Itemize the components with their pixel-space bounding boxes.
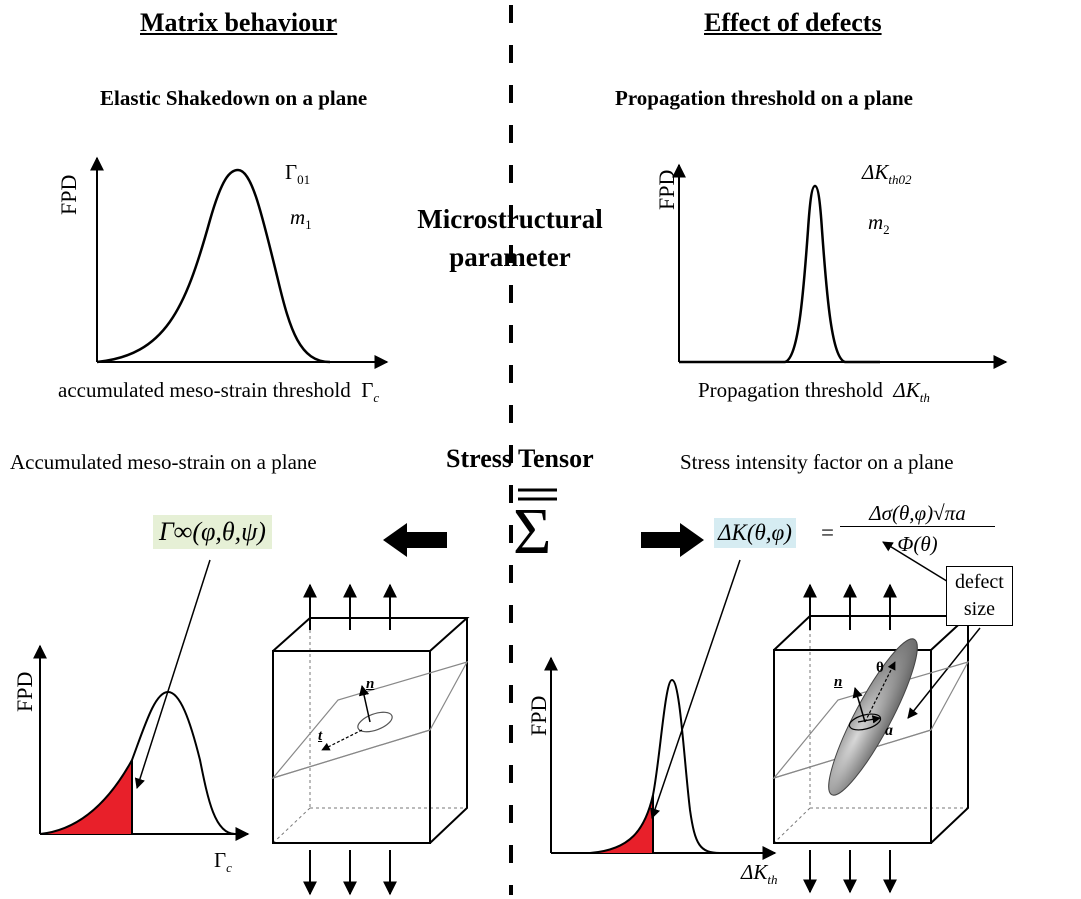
- stress-tensor-label: Stress Tensor: [446, 444, 594, 473]
- bottom-left-xlabel: Γc: [214, 848, 232, 876]
- top-left-ylabel: FPD: [56, 174, 81, 215]
- distribution-curve: [679, 184, 880, 364]
- bottom-left-chart: [33, 644, 250, 841]
- right-section-title: Effect of defects: [704, 8, 882, 37]
- distribution-curve: [551, 678, 721, 854]
- shaded-region: [40, 760, 132, 834]
- right-pointer-arrow: [650, 559, 741, 819]
- bottom-right-xlabel: ΔKth: [741, 860, 778, 888]
- top-right-param-dk: ΔKth02: [862, 160, 912, 188]
- left-formula: Γ∞(φ,θ,ψ): [153, 515, 272, 549]
- right-cube-normal-label: n: [834, 674, 843, 690]
- right-formula-lhs: ΔK(θ,φ): [714, 518, 796, 548]
- bottom-left-ylabel: FPD: [12, 671, 37, 712]
- defect-size-box: defect size: [946, 566, 1013, 626]
- bottom-right-ylabel: FPD: [526, 695, 551, 736]
- right-cube-theta-label: θ: [876, 660, 884, 676]
- top-left-param-gamma: Γ01: [285, 160, 311, 188]
- top-right-xlabel: Propagation threshold ΔKth: [698, 378, 930, 406]
- shaded-region: [590, 795, 653, 853]
- top-right-chart: [672, 163, 1008, 369]
- right-formula-denominator: Φ(θ): [897, 532, 938, 556]
- bottom-right-chart: [544, 656, 777, 860]
- left-cube-tangent-label: t: [318, 728, 323, 744]
- top-right-param-m: m2: [868, 210, 890, 238]
- right-cube: [772, 583, 971, 894]
- left-pointer-arrow: [134, 559, 211, 789]
- left-block-arrow: [383, 523, 447, 557]
- top-right-ylabel: FPD: [654, 169, 679, 210]
- distribution-curve: [39, 690, 236, 835]
- right-formula-equals: =: [821, 520, 834, 545]
- defect-label-line2: size: [963, 598, 995, 620]
- stress-tensor-sigma: Σ: [513, 495, 552, 568]
- top-left-chart: [90, 156, 389, 369]
- defect-label-line1: defect: [955, 571, 1004, 593]
- right-subtitle: Propagation threshold on a plane: [615, 86, 913, 110]
- right-block-arrow: [641, 523, 704, 557]
- top-left-param-m: m1: [290, 205, 312, 233]
- microstructural-parameter-label: Microstructural parameter: [417, 204, 603, 272]
- left-cube-normal-label: n: [366, 676, 375, 692]
- left-plane-label: Accumulated meso-strain on a plane: [10, 450, 317, 474]
- top-left-xlabel: accumulated meso-strain threshold Γc: [58, 378, 380, 406]
- defect-arrow-to-ellipsoid: [907, 627, 981, 719]
- left-cube: [271, 583, 470, 896]
- right-formula-numerator: Δσ(θ,φ)√πa: [840, 500, 995, 527]
- defect-arrow-to-formula: [882, 541, 951, 584]
- right-plane-label: Stress intensity factor on a plane: [680, 450, 954, 474]
- right-cube-a-label: a: [885, 722, 893, 739]
- left-subtitle: Elastic Shakedown on a plane: [100, 86, 368, 110]
- distribution-curve: [96, 168, 331, 364]
- left-section-title: Matrix behaviour: [140, 8, 338, 37]
